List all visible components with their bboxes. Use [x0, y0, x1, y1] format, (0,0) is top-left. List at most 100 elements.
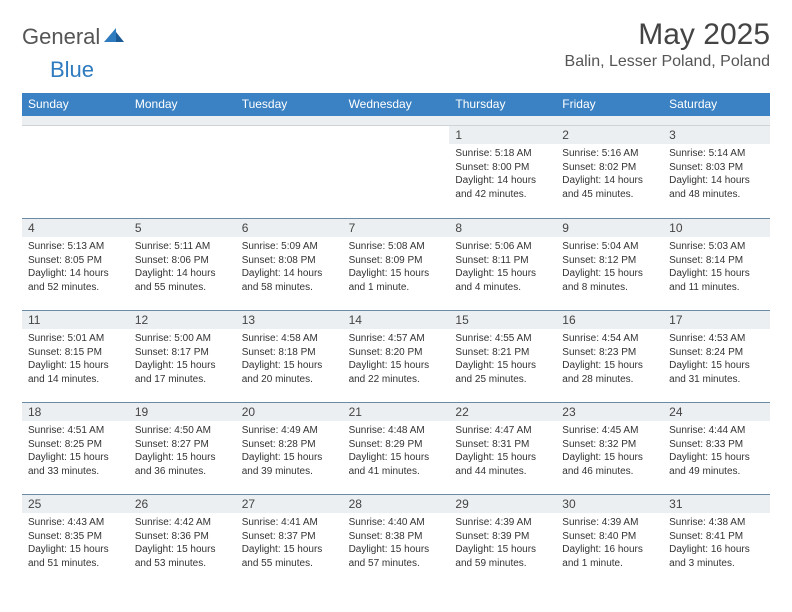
day-number: 7: [343, 218, 450, 237]
day-number: 21: [343, 402, 450, 421]
day-number: 15: [449, 310, 556, 329]
calendar-day: 22Sunrise: 4:47 AMSunset: 8:31 PMDayligh…: [449, 402, 556, 494]
day-details: Sunrise: 4:51 AMSunset: 8:25 PMDaylight:…: [26, 424, 125, 478]
calendar-day: 9Sunrise: 5:04 AMSunset: 8:12 PMDaylight…: [556, 218, 663, 310]
day-number: 19: [129, 402, 236, 421]
day-details: Sunrise: 5:01 AMSunset: 8:15 PMDaylight:…: [26, 332, 125, 386]
calendar-day: 17 Sunrise: 4:53 AMSunset: 8:24 PMDayligh…: [663, 310, 770, 402]
day-number: 24: [663, 402, 770, 421]
day-number: 17: [663, 310, 770, 329]
brand-logo: General: [22, 24, 128, 50]
sunrise-line: Sunrise: 5:04 AM: [562, 240, 657, 254]
daylight-line: Daylight: 15 hours and 28 minutes.: [562, 359, 657, 386]
sunset-line: Sunset: 8:00 PM: [455, 161, 550, 175]
day-details: Sunrise: 4:53 AMSunset: 8:24 PMDaylight:…: [667, 332, 766, 386]
sunset-line: Sunset: 8:25 PM: [28, 438, 123, 452]
sunset-line: Sunset: 8:14 PM: [669, 254, 764, 268]
day-number: 13: [236, 310, 343, 329]
sunset-line: Sunset: 8:09 PM: [349, 254, 444, 268]
daylight-line: Daylight: 14 hours and 58 minutes.: [242, 267, 337, 294]
sunrise-line: Sunrise: 5:14 AM: [669, 147, 764, 161]
sunrise-line: Sunrise: 5:18 AM: [455, 147, 550, 161]
day-details: Sunrise: 4:50 AMSunset: 8:27 PMDaylight:…: [133, 424, 232, 478]
daylight-line: Daylight: 15 hours and 46 minutes.: [562, 451, 657, 478]
sunrise-line: Sunrise: 4:57 AM: [349, 332, 444, 346]
day-number: 2: [556, 126, 663, 144]
sunrise-line: Sunrise: 4:58 AM: [242, 332, 337, 346]
sunset-line: Sunset: 8:41 PM: [669, 530, 764, 544]
day-number: 28: [343, 494, 450, 513]
brand-name-1: General: [22, 24, 100, 50]
sunset-line: Sunset: 8:18 PM: [242, 346, 337, 360]
sunset-line: Sunset: 8:03 PM: [669, 161, 764, 175]
daylight-line: Daylight: 14 hours and 48 minutes.: [669, 174, 764, 201]
day-number: 4: [22, 218, 129, 237]
daylight-line: Daylight: 15 hours and 1 minute.: [349, 267, 444, 294]
sunset-line: Sunset: 8:35 PM: [28, 530, 123, 544]
day-details: Sunrise: 5:13 AMSunset: 8:05 PMDaylight:…: [26, 240, 125, 294]
sunrise-line: Sunrise: 5:09 AM: [242, 240, 337, 254]
sunrise-line: Sunrise: 4:53 AM: [669, 332, 764, 346]
sunset-line: Sunset: 8:28 PM: [242, 438, 337, 452]
day-details: Sunrise: 4:41 AMSunset: 8:37 PMDaylight:…: [240, 516, 339, 570]
calendar-day: 28Sunrise: 4:40 AMSunset: 8:38 PMDayligh…: [343, 494, 450, 586]
daylight-line: Daylight: 15 hours and 36 minutes.: [135, 451, 230, 478]
sunrise-line: Sunrise: 4:54 AM: [562, 332, 657, 346]
sunset-line: Sunset: 8:11 PM: [455, 254, 550, 268]
day-number: 20: [236, 402, 343, 421]
day-number: 11: [22, 310, 129, 329]
daylight-line: Daylight: 15 hours and 4 minutes.: [455, 267, 550, 294]
sunrise-line: Sunrise: 5:08 AM: [349, 240, 444, 254]
sunset-line: Sunset: 8:33 PM: [669, 438, 764, 452]
sunrise-line: Sunrise: 4:43 AM: [28, 516, 123, 530]
day-number: 14: [343, 310, 450, 329]
sunrise-line: Sunrise: 5:01 AM: [28, 332, 123, 346]
sunset-line: Sunset: 8:29 PM: [349, 438, 444, 452]
day-number: 29: [449, 494, 556, 513]
sunrise-line: Sunrise: 4:44 AM: [669, 424, 764, 438]
day-details: Sunrise: 4:39 AMSunset: 8:39 PMDaylight:…: [453, 516, 552, 570]
daylight-line: Daylight: 15 hours and 55 minutes.: [242, 543, 337, 570]
calendar-week: 11 Sunrise: 5:01 AMSunset: 8:15 PMDayligh…: [22, 310, 770, 402]
day-number: 25: [22, 494, 129, 513]
sunrise-line: Sunrise: 4:48 AM: [349, 424, 444, 438]
sunset-line: Sunset: 8:20 PM: [349, 346, 444, 360]
day-details: Sunrise: 5:09 AMSunset: 8:08 PMDaylight:…: [240, 240, 339, 294]
day-details: Sunrise: 4:44 AMSunset: 8:33 PMDaylight:…: [667, 424, 766, 478]
day-number: 8: [449, 218, 556, 237]
sunset-line: Sunset: 8:06 PM: [135, 254, 230, 268]
sunset-line: Sunset: 8:40 PM: [562, 530, 657, 544]
calendar-day: 14Sunrise: 4:57 AMSunset: 8:20 PMDayligh…: [343, 310, 450, 402]
calendar-day: 10Sunrise: 5:03 AMSunset: 8:14 PMDayligh…: [663, 218, 770, 310]
calendar-day-empty: [129, 126, 236, 218]
sunset-line: Sunset: 8:17 PM: [135, 346, 230, 360]
calendar-day: 11 Sunrise: 5:01 AMSunset: 8:15 PMDayligh…: [22, 310, 129, 402]
day-details: Sunrise: 4:39 AMSunset: 8:40 PMDaylight:…: [560, 516, 659, 570]
day-number: 18: [22, 402, 129, 421]
daylight-line: Daylight: 15 hours and 14 minutes.: [28, 359, 123, 386]
weekday-header: Wednesday: [343, 93, 450, 116]
calendar-day: 1Sunrise: 5:18 AMSunset: 8:00 PMDaylight…: [449, 126, 556, 218]
daylight-line: Daylight: 14 hours and 45 minutes.: [562, 174, 657, 201]
daylight-line: Daylight: 15 hours and 44 minutes.: [455, 451, 550, 478]
day-details: Sunrise: 4:38 AMSunset: 8:41 PMDaylight:…: [667, 516, 766, 570]
day-details: Sunrise: 5:03 AMSunset: 8:14 PMDaylight:…: [667, 240, 766, 294]
calendar-day: 6Sunrise: 5:09 AMSunset: 8:08 PMDaylight…: [236, 218, 343, 310]
day-details: Sunrise: 4:43 AMSunset: 8:35 PMDaylight:…: [26, 516, 125, 570]
calendar-day-empty: [343, 126, 450, 218]
sunrise-line: Sunrise: 5:03 AM: [669, 240, 764, 254]
daylight-line: Daylight: 15 hours and 51 minutes.: [28, 543, 123, 570]
calendar-day: 12Sunrise: 5:00 AMSunset: 8:17 PMDayligh…: [129, 310, 236, 402]
sunset-line: Sunset: 8:05 PM: [28, 254, 123, 268]
day-details: Sunrise: 5:16 AMSunset: 8:02 PMDaylight:…: [560, 147, 659, 201]
day-details: Sunrise: 5:08 AMSunset: 8:09 PMDaylight:…: [347, 240, 446, 294]
sunset-line: Sunset: 8:27 PM: [135, 438, 230, 452]
sunset-line: Sunset: 8:24 PM: [669, 346, 764, 360]
calendar-day: 25 Sunrise: 4:43 AMSunset: 8:35 PMDayligh…: [22, 494, 129, 586]
logo-triangle-icon: [104, 26, 126, 49]
daylight-line: Daylight: 15 hours and 49 minutes.: [669, 451, 764, 478]
sunrise-line: Sunrise: 5:06 AM: [455, 240, 550, 254]
header-spacer: [22, 116, 770, 126]
calendar-grid: Sunday Monday Tuesday Wednesday Thursday…: [22, 93, 770, 586]
daylight-line: Daylight: 15 hours and 25 minutes.: [455, 359, 550, 386]
